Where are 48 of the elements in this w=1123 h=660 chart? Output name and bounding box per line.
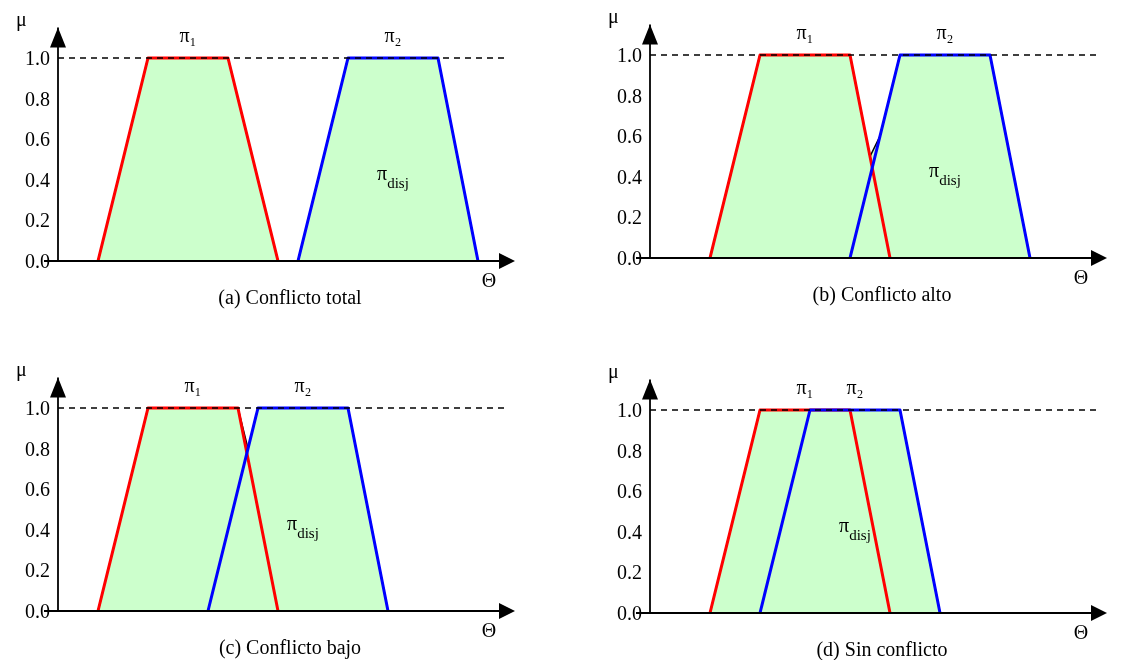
y-tick-label: 1.0 — [617, 399, 642, 421]
y-axis-title: μ — [16, 7, 27, 31]
y-tick-label: 0.2 — [25, 209, 50, 232]
series-label: π$_{disj}$ — [929, 158, 961, 188]
y-axis-title: μ — [16, 357, 27, 381]
y-tick-label: 0.6 — [25, 478, 50, 501]
series-label: π₁ — [796, 21, 814, 43]
y-tick-label: 0.4 — [617, 520, 642, 543]
y-tick-label: 0.8 — [617, 84, 642, 107]
y-tick-label: 0.6 — [617, 480, 642, 503]
y-tick-label: 1.0 — [25, 397, 50, 419]
text: (b) Conflicto alto — [812, 283, 952, 306]
series-label: π₁ — [796, 376, 814, 398]
series-label: π₁ — [184, 374, 202, 396]
y-tick-label: 0.6 — [25, 128, 50, 151]
x-axis-title: Θ — [1073, 266, 1089, 288]
y-tick-label: 0.4 — [617, 165, 642, 188]
series-label: π₁ — [179, 24, 197, 46]
y-axis-title: μ — [608, 4, 619, 28]
y-tick-label: 0.2 — [25, 559, 50, 582]
y-tick-label: 0.0 — [617, 247, 642, 269]
text: (d) Sin conflicto — [816, 638, 948, 660]
series-label: π₂ — [294, 374, 312, 396]
series-label: π₂ — [936, 21, 954, 43]
y-tick-label: 0.8 — [25, 437, 50, 460]
text: (c) Conflicto bajo — [218, 636, 362, 659]
y-tick-label: 1.0 — [25, 47, 50, 69]
x-axis-title: Θ — [1073, 621, 1089, 643]
y-axis-title: μ — [608, 359, 619, 383]
y-tick-label: 0.8 — [617, 439, 642, 462]
series-label: π$_{disj}$ — [287, 511, 319, 541]
y-tick-label: 0.4 — [25, 168, 50, 191]
y-tick-label: 0.2 — [617, 206, 642, 229]
y-tick-label: 1.0 — [617, 44, 642, 66]
y-tick-label: 0.6 — [617, 125, 642, 148]
series-label: π₂ — [384, 24, 402, 46]
y-tick-label: 0.0 — [25, 250, 50, 272]
y-tick-label: 0.4 — [25, 518, 50, 541]
series-label: π₂ — [846, 376, 864, 398]
x-axis-title: Θ — [481, 269, 497, 291]
text: (a) Conflicto total — [218, 286, 363, 309]
series-label: π$_{disj}$ — [839, 513, 871, 543]
y-tick-label: 0.2 — [617, 561, 642, 584]
y-tick-label: 0.0 — [25, 600, 50, 622]
y-tick-label: 0.8 — [25, 87, 50, 110]
y-tick-label: 0.0 — [617, 602, 642, 624]
x-axis-title: Θ — [481, 619, 497, 641]
series-label: π$_{disj}$ — [377, 161, 409, 191]
